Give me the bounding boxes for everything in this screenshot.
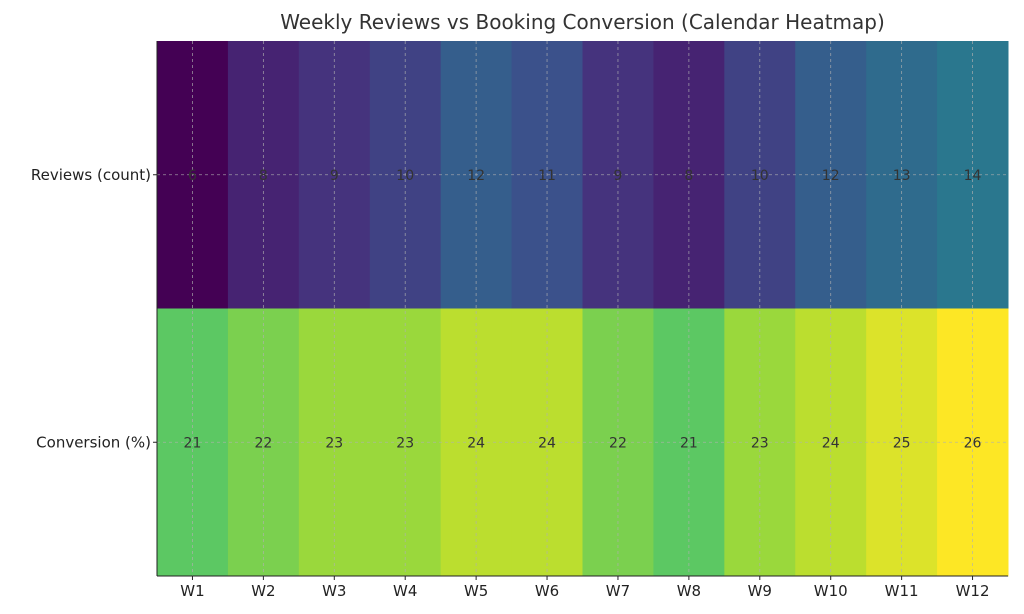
- data-label: 10: [751, 168, 769, 184]
- data-label: 8: [259, 168, 268, 184]
- x-tick-label: W4: [393, 582, 417, 600]
- data-label: 24: [822, 435, 840, 451]
- data-label: 6: [188, 168, 197, 184]
- x-tick-label: W3: [322, 582, 346, 600]
- x-tick-label: W5: [464, 582, 488, 600]
- y-tick-label: Conversion (%): [36, 433, 151, 451]
- x-tick-label: W1: [180, 582, 204, 600]
- x-tick-label: W12: [956, 582, 990, 600]
- data-label: 23: [751, 435, 769, 451]
- data-label: 9: [330, 168, 339, 184]
- data-label: 25: [893, 435, 911, 451]
- x-tick-label: W10: [814, 582, 848, 600]
- data-label: 24: [538, 435, 556, 451]
- data-label: 13: [893, 168, 911, 184]
- data-label: 12: [822, 168, 840, 184]
- data-label: 12: [467, 168, 485, 184]
- chart-title: Weekly Reviews vs Booking Conversion (Ca…: [280, 10, 885, 34]
- data-label: 8: [684, 168, 693, 184]
- x-tick-label: W6: [535, 582, 559, 600]
- x-tick-label: W7: [606, 582, 630, 600]
- data-label: 23: [325, 435, 343, 451]
- data-label: 9: [613, 168, 622, 184]
- data-label: 26: [964, 435, 982, 451]
- data-label: 11: [538, 168, 556, 184]
- data-label: 21: [184, 435, 202, 451]
- data-label: 10: [396, 168, 414, 184]
- data-label: 21: [680, 435, 698, 451]
- data-label: 22: [609, 435, 627, 451]
- data-label: 24: [467, 435, 485, 451]
- x-tick-label: W2: [251, 582, 275, 600]
- y-tick-label: Reviews (count): [31, 166, 151, 184]
- data-label: 23: [396, 435, 414, 451]
- x-tick-label: W11: [885, 582, 919, 600]
- x-tick-label: W9: [748, 582, 772, 600]
- data-label: 22: [254, 435, 272, 451]
- data-label: 14: [964, 168, 982, 184]
- x-tick-label: W8: [677, 582, 701, 600]
